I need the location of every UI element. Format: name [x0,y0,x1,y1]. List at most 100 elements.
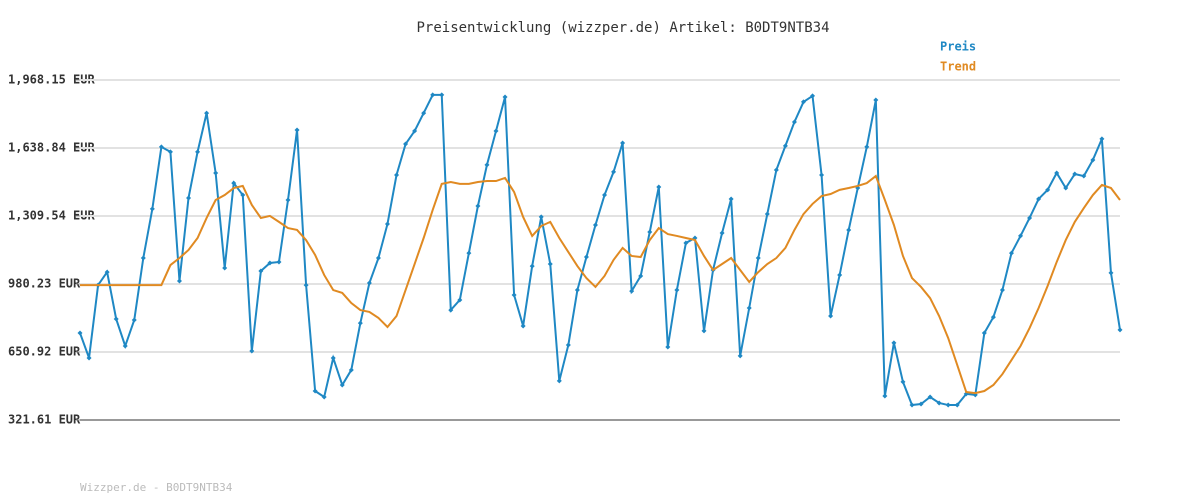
point-marker [258,268,264,274]
point-marker [746,305,752,311]
point-marker [755,255,761,261]
point-marker [981,330,987,336]
point-marker [846,227,852,233]
point-marker [602,192,608,198]
point-marker [737,353,743,359]
point-marker [909,402,915,408]
y-tick-label: 1,309.54 EUR [8,208,95,222]
point-marker [439,92,445,98]
point-marker [421,110,427,116]
point-marker [819,172,825,178]
y-tick-label: 321.61 EUR [8,413,81,427]
point-marker [882,393,888,399]
point-marker [475,203,481,209]
point-marker [1117,327,1123,333]
point-marker [547,261,553,267]
point-marker [954,402,960,408]
point-marker [1027,215,1033,221]
point-marker [556,378,562,384]
point-marker [77,330,83,336]
point-marker [791,119,797,125]
point-marker [384,221,390,227]
point-marker [1108,270,1114,276]
point-marker [394,172,400,178]
point-marker [213,170,219,176]
point-marker [222,265,228,271]
series-line [79,93,1121,407]
point-marker [276,259,282,265]
point-marker [719,230,725,236]
chart-title: Preisentwicklung (wizzper.de) Artikel: B… [416,20,829,36]
y-tick-label: 650.92 EUR [8,344,81,358]
point-marker [186,195,192,201]
point-marker [149,206,155,212]
point-marker [204,110,210,116]
point-marker [1090,157,1096,163]
point-marker [403,141,409,147]
point-marker [240,192,246,198]
point-marker [176,278,182,284]
point-marker [629,288,635,294]
point-marker [86,355,92,361]
point-marker [900,379,906,385]
point-marker [285,197,291,203]
point-marker [773,167,779,173]
point-marker [158,144,164,150]
point-marker [647,229,653,235]
point-marker [366,280,372,286]
point-marker [873,97,879,103]
y-tick-label: 980.23 EUR [8,276,81,290]
y-tick-label: 1,968.15 EUR [8,73,95,87]
point-marker [701,328,707,334]
point-marker [656,184,662,190]
point-marker [1008,250,1014,256]
point-marker [828,313,834,319]
point-marker [864,144,870,150]
point-marker [430,92,436,98]
point-marker [665,344,671,350]
point-marker [1072,171,1078,177]
point-marker [122,343,128,349]
point-marker [448,307,454,313]
point-marker [1036,196,1042,202]
point-marker [195,149,201,155]
point-marker [638,273,644,279]
point-marker [294,127,300,133]
point-marker [800,99,806,105]
point-marker [936,400,942,406]
point-marker [375,255,381,261]
point-marker [927,394,933,400]
point-marker [267,260,273,266]
point-marker [312,388,318,394]
point-marker [1081,173,1087,179]
point-marker [611,169,617,175]
point-marker [484,162,490,168]
point-marker [511,292,517,298]
point-marker [113,316,119,322]
legend-entry: Trend [940,60,976,74]
point-marker [1018,233,1024,239]
point-marker [457,297,463,303]
point-marker [321,394,327,400]
point-marker [674,287,680,293]
point-marker [592,222,598,228]
legend-entry: Preis [940,40,976,54]
point-marker [764,211,770,217]
point-marker [249,348,255,354]
footer: Wizzper.de - B0DT9NTB34 [80,481,233,494]
point-marker [466,250,472,256]
point-marker [999,287,1005,293]
point-marker [574,287,580,293]
point-marker [167,149,173,155]
point-marker [520,323,526,329]
point-marker [1099,136,1105,142]
point-marker [620,140,626,146]
point-marker [891,340,897,346]
series-line [80,174,1121,395]
point-marker [683,240,689,246]
point-marker [339,382,345,388]
point-marker [231,180,237,186]
point-marker [1045,187,1051,193]
